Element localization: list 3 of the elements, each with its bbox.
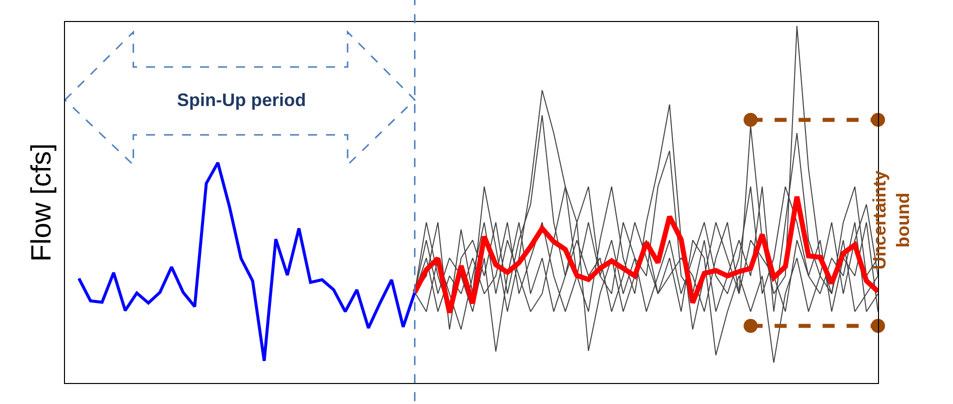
annotation: Spin-Up period (177, 90, 306, 110)
y-axis-title: Flow [cfs] (26, 143, 57, 262)
annotation: Uncertainty bound (870, 170, 913, 270)
